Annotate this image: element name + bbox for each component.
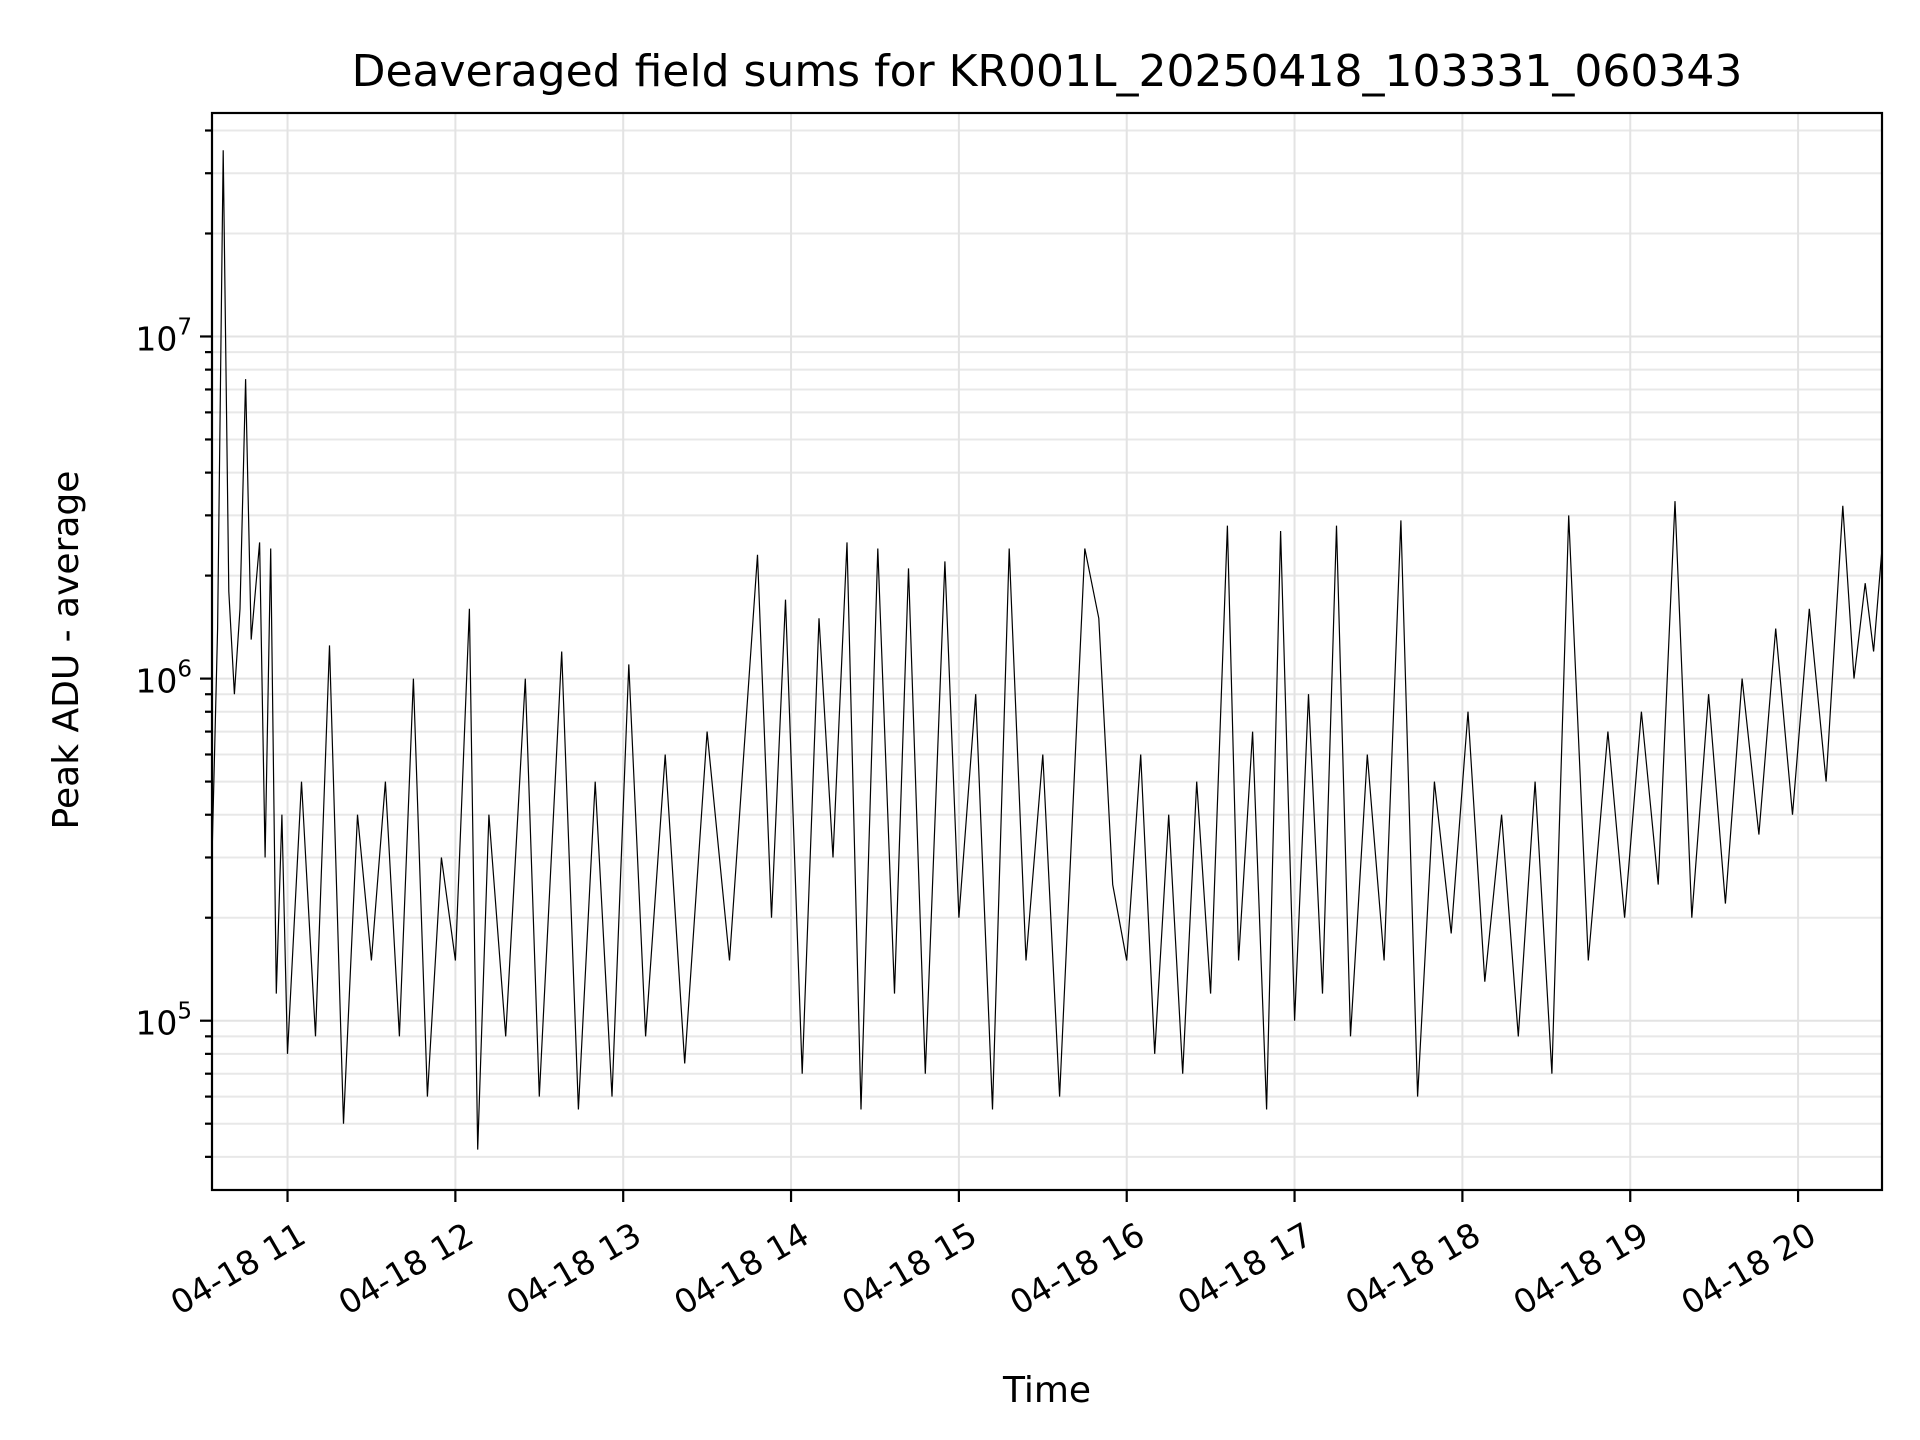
y-tick-label: 106 — [135, 657, 192, 701]
y-axis: 105 106 107 — [135, 129, 212, 1158]
plot-frame — [210, 111, 1884, 1192]
x-axis-label: Time — [1002, 1370, 1091, 1411]
y-tick-label: 105 — [135, 999, 192, 1043]
plot-area — [211, 150, 1883, 1150]
series-line-0 — [211, 150, 1883, 1150]
y-tick-label: 107 — [135, 314, 192, 358]
y-axis-label: Peak ADU - average — [46, 471, 87, 830]
chart-title: Deaveraged field sums for KR001L_2025041… — [352, 46, 1743, 97]
